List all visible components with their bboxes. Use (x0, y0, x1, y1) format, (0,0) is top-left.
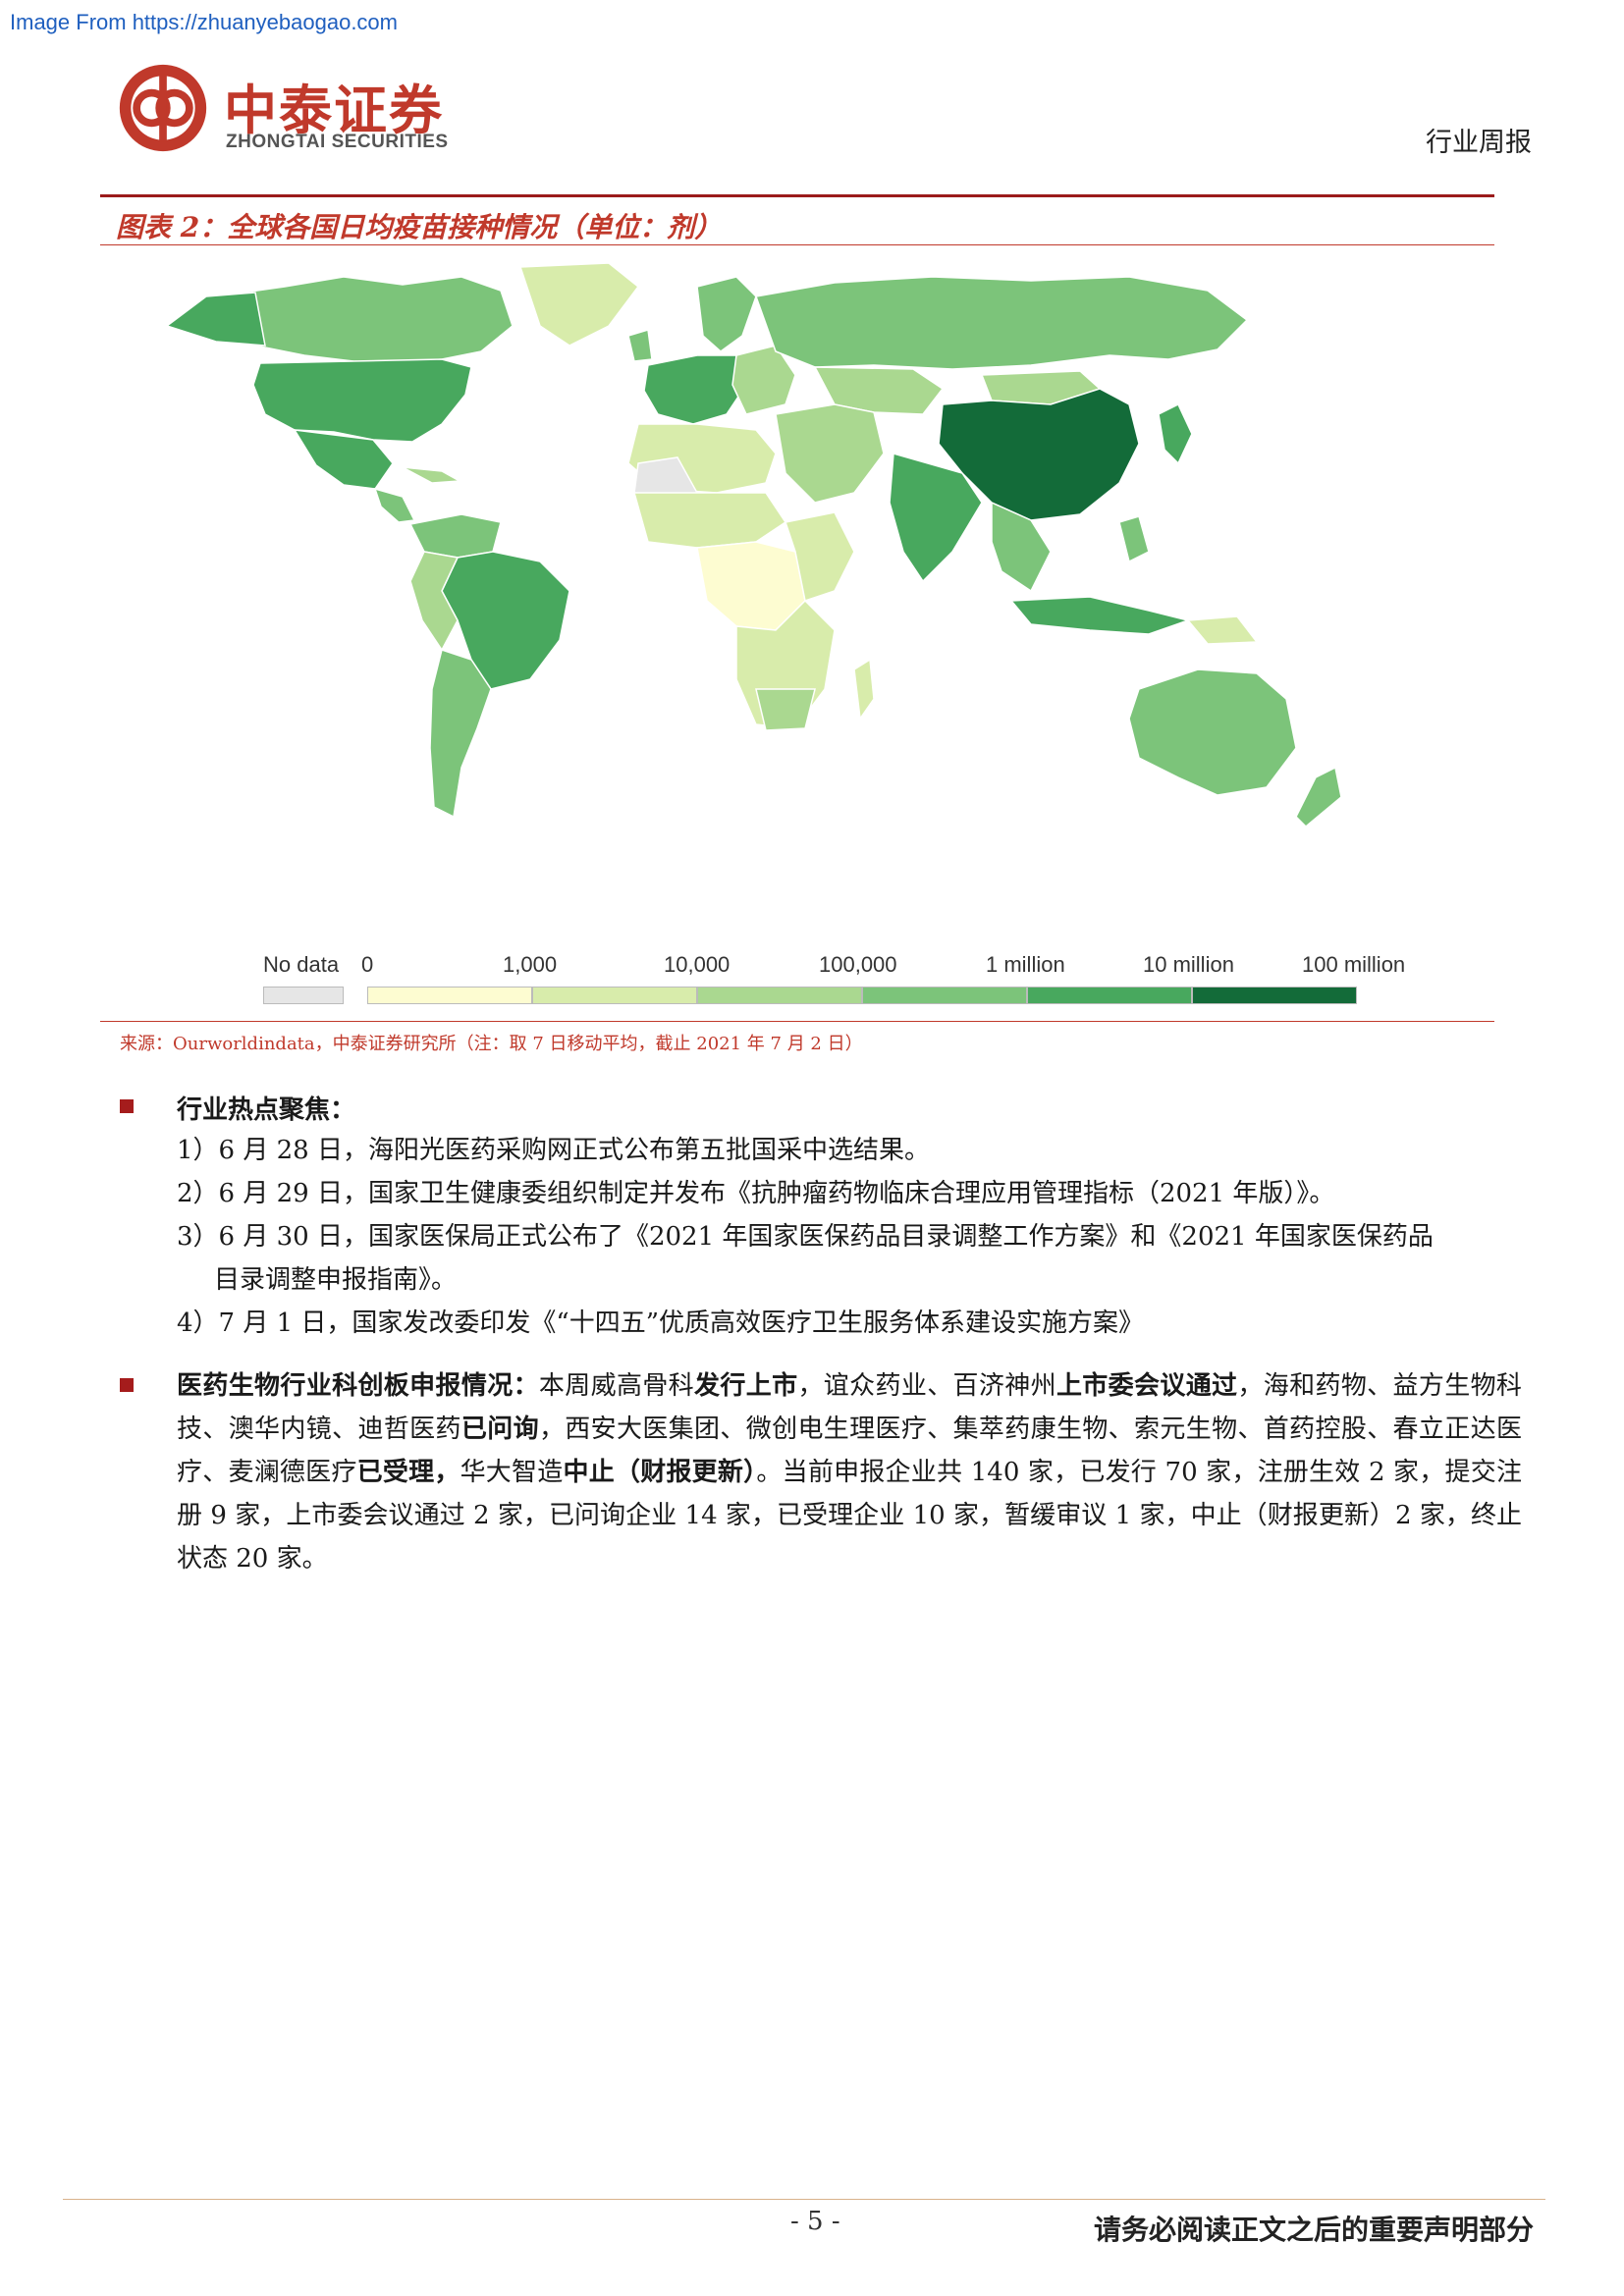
map-region-east-africa (785, 511, 855, 602)
map-region-central-america (373, 487, 416, 523)
source-divider (100, 1021, 1494, 1022)
star-market-text: ，西安大医集团、微创电生理医疗、集萃药康生物、索元生物、首药控股、春立正达医疗、… (177, 1415, 1522, 1487)
map-region-new-zealand (1295, 766, 1342, 828)
legend-swatch-2 (532, 987, 697, 1004)
figure-title: 图表 2：全球各国日均疫苗接种情况（单位：剂） (116, 211, 723, 243)
hotspot-item: 2）6 月 29 日，国家卫生健康委组织制定并发布《抗肿瘤药物临床合理应用管理指… (177, 1172, 1334, 1215)
map-region-philippines (1118, 515, 1150, 563)
star-market-status: 中止（财报更新） (563, 1458, 757, 1487)
hotspots-heading: 行业热点聚焦： (177, 1095, 356, 1125)
map-region-indonesia (1009, 596, 1191, 635)
map-region-peru-bolivia (409, 551, 460, 652)
map-region-australia (1128, 668, 1297, 796)
map-region-india (889, 453, 983, 583)
star-market-status: 上市委会议通过 (1056, 1371, 1238, 1401)
legend-swatch-3 (697, 987, 862, 1004)
legend-tick-10000: 10,000 (664, 952, 731, 977)
legend-swatch-1 (367, 987, 532, 1004)
star-market-text: 本周威高骨科 (538, 1371, 695, 1401)
hotspot-item: 3）6 月 30 日，国家医保局正式公布了《2021 年国家医保药品目录调整工作… (177, 1215, 1434, 1258)
legend-swatch-6 (1192, 987, 1357, 1004)
section-bullet (120, 1099, 134, 1113)
legend-tick-100000: 100,000 (819, 952, 897, 977)
legend-tick-1-million: 1 million (986, 952, 1065, 977)
legend-no-data-label: No data (263, 952, 340, 977)
map-region-uk (627, 329, 653, 362)
report-type: 行业周报 (1426, 128, 1532, 158)
hotspot-item: 1）6 月 28 日，海阳光医药采购网正式公布第五批国采中选结果。 (177, 1129, 930, 1172)
star-market-status: 已问询 (460, 1415, 539, 1444)
logo-text-en: ZHONGTAI SECURITIES (226, 132, 449, 152)
figure-source: 来源：Ourworldindata，中泰证券研究所（注：取 7 日移动平均，截止… (120, 1034, 863, 1054)
star-market-text: 。当前申报企业共 140 家，已发行 70 家，注册生效 2 家，提交注册 9 … (177, 1458, 1522, 1574)
legend-tick-1000: 1,000 (503, 952, 558, 977)
map-region-japan-korea (1158, 402, 1193, 465)
company-logo: 中泰证券 ZHONGTAI SECURITIES (116, 61, 499, 164)
hotspot-item-num: 2） (177, 1179, 219, 1208)
header-divider (100, 194, 1494, 197)
legend-tick-0: 0 (361, 952, 374, 977)
hotspot-item-text: 6 月 28 日，海阳光医药采购网正式公布第五批国采中选结果。 (218, 1136, 930, 1165)
legend-tick-100-million: 100 million (1302, 952, 1406, 977)
map-region-middle-east (775, 403, 885, 504)
star-market-paragraph: 医药生物行业科创板申报情况：本周威高骨科发行上市，谊众药业、百济神州上市委会议通… (177, 1364, 1522, 1580)
map-region-caribbean (402, 466, 462, 484)
hotspot-item-text: 6 月 30 日，国家医保局正式公布了《2021 年国家医保药品目录调整工作方案… (218, 1222, 1434, 1252)
page-number: - 5 - (790, 2207, 840, 2236)
star-market-text: 华大智造 (460, 1458, 564, 1487)
star-market-status: 已受理， (356, 1458, 460, 1487)
map-region-western-europe (643, 354, 747, 425)
legend-swatch-4 (862, 987, 1027, 1004)
hotspot-item-continuation: 目录调整申报指南》。 (214, 1258, 457, 1302)
hotspot-item-num: 1） (177, 1136, 219, 1165)
world-vaccination-map (165, 262, 1342, 828)
map-legend: No data 0 1,000 10,000 100,000 1 million… (263, 952, 1422, 1011)
legend-tick-10-million: 10 million (1143, 952, 1234, 977)
legend-swatch-5 (1027, 987, 1192, 1004)
hotspot-item-text: 7 月 1 日，国家发改委印发《“十四五”优质高效医疗卫生服务体系建设实施方案》 (218, 1308, 1145, 1338)
watermark-link[interactable]: Image From https://zhuanyebaogao.com (10, 10, 398, 34)
star-market-heading: 医药生物行业科创板申报情况： (177, 1371, 539, 1401)
map-region-alaska (165, 292, 266, 347)
map-region-russia (754, 276, 1249, 370)
star-market-status: 发行上市 (694, 1371, 798, 1401)
star-market-text: ，海和药物、益方生物科技、澳华内镜、迪哲医药 (177, 1371, 1522, 1444)
map-region-south-africa (755, 688, 816, 731)
footer-disclaimer: 请务必阅读正文之后的重要声明部分 (1093, 2214, 1534, 2246)
map-region-madagascar (853, 658, 875, 721)
map-region-papua (1186, 615, 1259, 645)
map-region-sahel (633, 492, 787, 549)
logo-text-cn: 中泰证券 (224, 80, 444, 141)
hotspot-item-text: 目录调整申报指南》。 (214, 1265, 458, 1295)
legend-no-data-swatch (263, 987, 344, 1004)
map-region-usa (252, 358, 472, 443)
zhongtai-logo-icon (119, 64, 207, 152)
figure-title-divider (100, 244, 1494, 245)
map-region-southeast-asia (991, 501, 1052, 593)
section-bullet (120, 1378, 134, 1392)
footer-divider (63, 2199, 1545, 2200)
hotspot-item: 4）7 月 1 日，国家发改委印发《“十四五”优质高效医疗卫生服务体系建设实施方… (177, 1302, 1144, 1345)
map-region-scandinavia (696, 276, 757, 352)
star-market-text: ，谊众药业、百济神州 (797, 1371, 1056, 1401)
hotspot-item-num: 4） (177, 1308, 219, 1338)
hotspot-item-num: 3） (177, 1222, 219, 1252)
map-region-argentina-chile (429, 649, 492, 819)
map-region-greenland (518, 262, 640, 347)
hotspot-item-text: 6 月 29 日，国家卫生健康委组织制定并发布《抗肿瘤药物临床合理应用管理指标（… (218, 1179, 1335, 1208)
